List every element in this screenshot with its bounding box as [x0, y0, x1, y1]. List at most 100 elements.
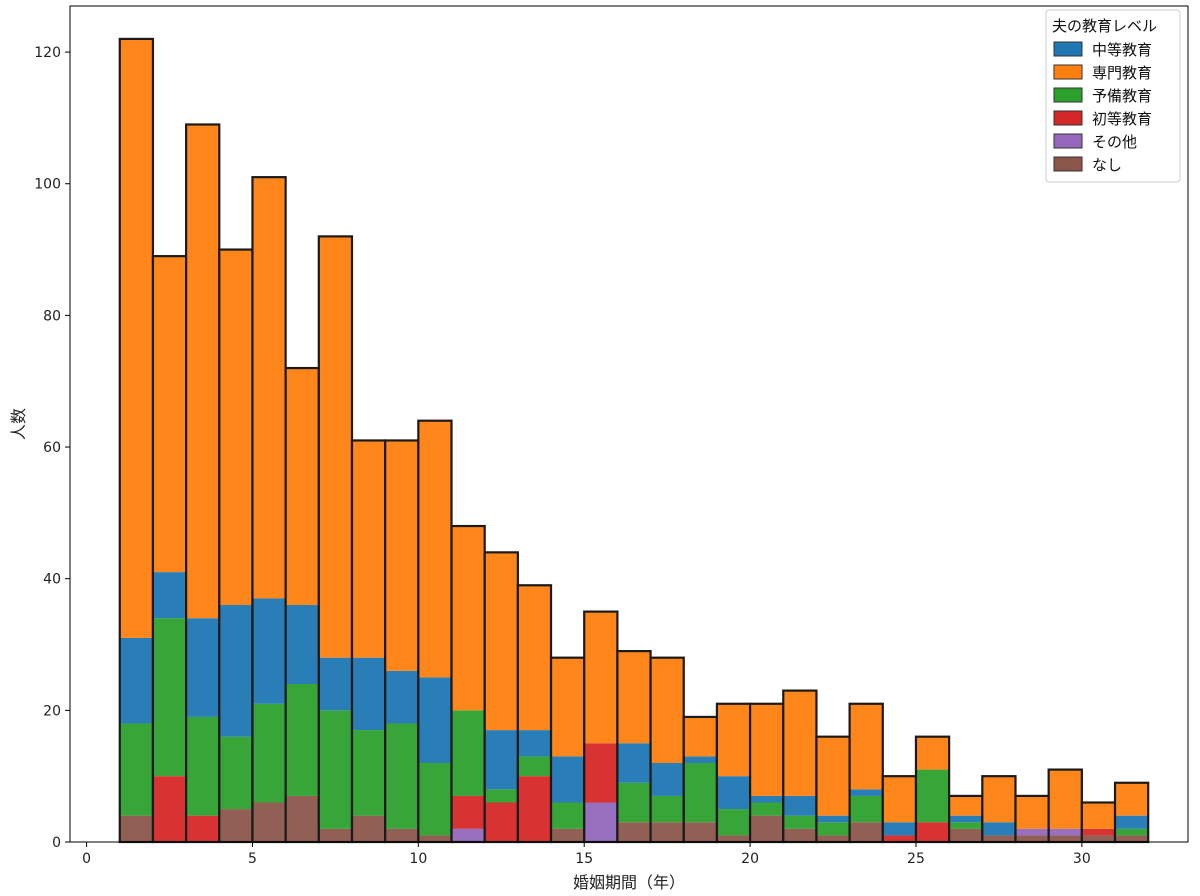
bar-segment-4-bin-8 [351, 730, 386, 816]
bar-segment-6-bin-22 [816, 736, 850, 816]
bar-segment-6-bin-17 [650, 657, 684, 764]
legend-entry-label: 専門教育 [1092, 64, 1152, 82]
x-tick-label: 5 [248, 851, 257, 867]
bar-segment-3-bin-30 [1081, 828, 1116, 836]
bar-segment-5-bin-26 [949, 815, 983, 823]
legend-swatch [1053, 64, 1083, 80]
bar-segment-1-bin-20 [750, 815, 784, 842]
y-tick-label: 120 [34, 45, 61, 61]
bar-segment-6-bin-11 [451, 526, 485, 711]
bar-segment-6-bin-12 [484, 552, 518, 731]
bar-segment-5-bin-10 [418, 677, 452, 764]
bar-segment-6-bin-26 [949, 795, 983, 816]
bar-segment-4-bin-9 [385, 723, 419, 829]
bar-segment-1-bin-31 [1115, 835, 1149, 842]
bar-segment-4-bin-26 [949, 822, 983, 829]
bar-segment-1-bin-8 [351, 815, 386, 842]
y-tick-label: 40 [43, 572, 61, 588]
x-tick-label: 15 [575, 851, 593, 867]
legend-entry-label: 初等教育 [1092, 110, 1152, 128]
bar-segment-6-bin-10 [418, 420, 452, 678]
y-tick-label: 0 [52, 835, 61, 851]
bar-segment-5-bin-1 [119, 637, 153, 724]
bar-segment-5-bin-16 [617, 743, 651, 783]
bar-segment-4-bin-19 [716, 809, 751, 836]
x-tick-label: 25 [907, 851, 925, 867]
bar-segment-1-bin-17 [650, 822, 684, 842]
bar-segment-4-bin-25 [915, 769, 950, 823]
legend-entry-label: 中等教育 [1092, 41, 1152, 59]
bar-segment-6-bin-4 [219, 249, 253, 606]
bar-segment-6-bin-13 [517, 585, 552, 731]
bar-segment-6-bin-29 [1048, 769, 1082, 829]
x-tick-label: 10 [409, 851, 427, 867]
bar-segment-5-bin-14 [551, 756, 585, 803]
bar-segment-1-bin-4 [219, 809, 253, 842]
bar-segment-3-bin-25 [915, 822, 950, 842]
bar-segment-4-bin-11 [451, 710, 485, 796]
bar-segment-1-bin-27 [982, 835, 1016, 842]
bar-segment-3-bin-3 [186, 815, 220, 842]
bar-segment-6-bin-28 [1015, 795, 1049, 829]
bar-segment-5-bin-4 [219, 605, 253, 737]
bar-segment-6-bin-31 [1115, 782, 1149, 816]
bar-segment-5-bin-27 [982, 822, 1016, 836]
legend-title: 夫の教育レベル [1052, 17, 1157, 35]
bar-segment-4-bin-1 [119, 723, 153, 816]
bar-segment-4-bin-23 [849, 795, 883, 823]
bar-segment-2-bin-29 [1048, 828, 1082, 836]
bar-segment-5-bin-6 [285, 605, 319, 685]
bar-segment-6-bin-2 [152, 256, 187, 573]
bar-segment-5-bin-3 [186, 618, 220, 717]
bar-segment-3-bin-13 [517, 776, 552, 842]
bar-segment-1-bin-1 [119, 815, 153, 842]
x-tick-label: 30 [1073, 851, 1091, 867]
bar-segment-6-bin-16 [617, 651, 651, 744]
bar-segment-1-bin-22 [816, 835, 850, 842]
bar-segment-5-bin-7 [318, 657, 352, 711]
bar-segment-1-bin-10 [418, 835, 452, 842]
bar-segment-5-bin-23 [849, 789, 883, 796]
bar-segment-4-bin-5 [252, 703, 286, 803]
bar-segment-1-bin-6 [285, 795, 319, 842]
legend-swatch [1053, 156, 1083, 172]
bar-segment-4-bin-13 [517, 756, 552, 777]
bar-segment-4-bin-2 [152, 618, 187, 777]
bar-segment-5-bin-2 [152, 572, 187, 619]
y-tick-label: 60 [43, 440, 61, 456]
bar-segment-6-bin-19 [716, 703, 751, 777]
x-axis-label: 婚姻期間（年） [573, 873, 685, 892]
bar-segment-5-bin-5 [252, 598, 286, 704]
bar-segment-1-bin-19 [716, 835, 751, 842]
bar-segment-4-bin-22 [816, 822, 850, 836]
bar-segment-5-bin-19 [716, 776, 751, 810]
bar-segment-1-bin-18 [683, 822, 717, 842]
bar-segment-4-bin-12 [484, 789, 518, 803]
x-tick-label: 20 [741, 851, 759, 867]
y-axis-ticks: 0 20 40 60 80 100 120 [34, 45, 70, 851]
legend-entry-label: その他 [1092, 133, 1137, 151]
bar-segment-6-bin-6 [285, 368, 319, 606]
bar-segment-6-bin-5 [252, 177, 286, 599]
bar-segment-5-bin-31 [1115, 815, 1149, 829]
bar-segment-1-bin-5 [252, 802, 286, 842]
bar-segment-6-bin-20 [750, 703, 784, 796]
bar-segment-6-bin-7 [318, 236, 352, 658]
y-tick-label: 20 [43, 703, 61, 719]
bar-segment-1-bin-29 [1048, 835, 1082, 842]
x-tick-label: 0 [82, 851, 91, 867]
y-axis-label: 人数 [9, 408, 28, 440]
bar-segment-2-bin-15 [584, 802, 618, 842]
bar-segment-2-bin-11 [451, 828, 485, 842]
bar-segment-1-bin-14 [551, 828, 585, 842]
bars-group [118, 37, 1150, 844]
bar-segment-6-bin-15 [584, 611, 618, 744]
bar-segment-5-bin-22 [816, 815, 850, 823]
bar-segment-4-bin-20 [750, 802, 784, 816]
bar-segment-5-bin-18 [683, 756, 717, 764]
bar-segment-4-bin-4 [219, 736, 253, 810]
bar-segment-5-bin-12 [484, 730, 518, 790]
bar-segment-5-bin-13 [517, 730, 552, 757]
bar-segment-6-bin-14 [551, 657, 585, 757]
